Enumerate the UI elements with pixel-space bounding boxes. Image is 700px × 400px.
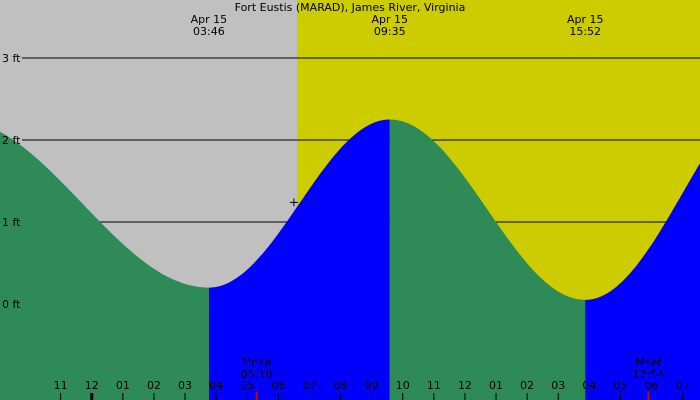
falling-tide-area-2 (389, 119, 586, 400)
hour-label-3: 02 (147, 379, 161, 392)
hour-label-9: 08 (334, 379, 348, 392)
y-tick-label-1: 1 ft (2, 216, 21, 229)
hour-label-10: 09 (365, 379, 379, 392)
extreme-time-0: 03:46 (193, 25, 225, 38)
hour-axis: 11 12 01 02 03 04 05 06 07 08 09 10 11 12 01 02 03 04 05 06… (54, 379, 690, 400)
y-axis-labels: 0 ft 1 ft 2 ft 3 ft (2, 52, 21, 311)
hour-label-20: 07 (676, 379, 690, 392)
moon-label-1: Mset (635, 356, 662, 369)
hour-label-18: 05 (613, 379, 627, 392)
moon-time-1: 17:54 (633, 368, 665, 381)
y-tick-label-0: 0 ft (2, 298, 21, 311)
hour-label-19: 06 (645, 379, 659, 392)
hour-label-13: 12 (458, 379, 472, 392)
moon-time-0: 05:18 (241, 368, 273, 381)
hour-label-5: 04 (209, 379, 223, 392)
extreme-time-2: 15:52 (569, 25, 601, 38)
extreme-date-0: Apr 15 (191, 13, 228, 26)
hour-label-6: 05 (240, 379, 254, 392)
hour-label-0: 11 (54, 379, 68, 392)
y-tick-label-2: 2 ft (2, 134, 21, 147)
rising-tide-area-1 (208, 119, 390, 400)
hour-label-16: 03 (551, 379, 565, 392)
extreme-date-1: Apr 15 (372, 13, 409, 26)
rising-tide-area-3 (585, 163, 700, 400)
extreme-date-2: Apr 15 (567, 13, 604, 26)
hour-label-14: 01 (489, 379, 503, 392)
hour-label-15: 02 (520, 379, 534, 392)
hour-label-4: 03 (178, 379, 192, 392)
moon-label-0: Mrise (242, 356, 272, 369)
now-marker (289, 198, 298, 207)
hour-label-1: 12 (85, 379, 99, 392)
hour-label-2: 01 (116, 379, 130, 392)
hour-label-7: 06 (271, 379, 285, 392)
hour-label-11: 10 (396, 379, 410, 392)
hour-label-8: 07 (302, 379, 316, 392)
y-tick-label-3: 3 ft (2, 52, 21, 65)
hour-label-12: 11 (427, 379, 441, 392)
hour-label-17: 04 (582, 379, 596, 392)
falling-tide-area-0 (0, 131, 209, 400)
tide-areas (0, 119, 700, 400)
chart-title: Fort Eustis (MARAD), James River, Virgin… (235, 1, 466, 14)
extreme-time-1: 09:35 (374, 25, 406, 38)
